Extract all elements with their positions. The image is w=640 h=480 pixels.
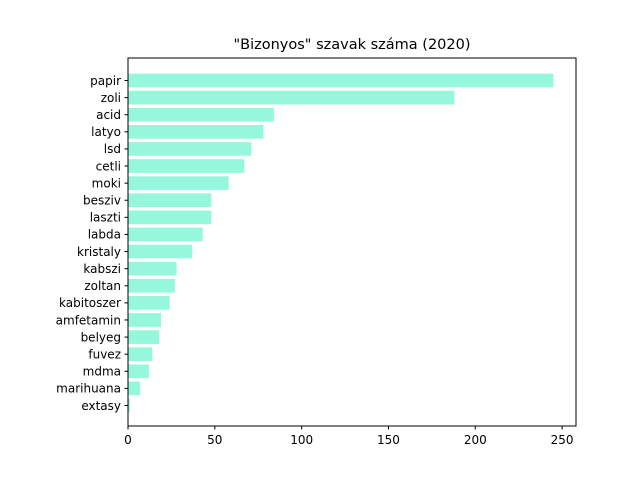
bar-kabitoszer	[128, 296, 170, 310]
bar-cetli	[128, 159, 245, 173]
y-tick-label: laszti	[90, 211, 121, 225]
bar-extasy	[128, 398, 130, 413]
bar-lsd	[128, 142, 252, 156]
y-tick-label: lsd	[104, 142, 121, 156]
y-tick-label: extasy	[81, 399, 121, 413]
bar-amfetamin	[128, 313, 161, 327]
bars-group	[128, 73, 554, 413]
y-tick-label: acid	[96, 108, 121, 122]
y-tick-label: labda	[88, 228, 121, 242]
y-tick-label: besziv	[83, 194, 121, 208]
y-tick-label: moki	[92, 176, 121, 190]
x-tick-label: 250	[551, 433, 574, 447]
x-tick-label: 50	[207, 433, 222, 447]
bar-laszti	[128, 210, 212, 225]
y-tick-label: belyeg	[81, 330, 121, 344]
y-tick-label: kristaly	[77, 245, 121, 259]
axes-frame	[127, 57, 577, 427]
bar-acid	[128, 107, 274, 122]
chart-title: "Bizonyos" szavak száma (2020)	[233, 37, 470, 53]
bar-labda	[128, 227, 203, 242]
y-tick-label: kabszi	[83, 262, 121, 276]
y-tick-label: zoli	[101, 91, 121, 105]
bar-zoltan	[128, 278, 175, 293]
bar-belyeg	[128, 330, 160, 344]
bar-fuvez	[128, 347, 153, 362]
x-tick-label: 0	[124, 433, 132, 447]
y-tick-label: kabitoszer	[59, 296, 121, 310]
bar-latyo	[128, 124, 264, 139]
y-tick-label: fuvez	[88, 347, 121, 361]
x-axis-ticks: 0 50 100 150 200 250	[124, 426, 574, 447]
bar-kabszi	[128, 261, 177, 276]
bar-marihuana	[128, 381, 141, 396]
y-tick-label: papir	[90, 74, 121, 88]
y-tick-label: cetli	[96, 159, 121, 173]
y-axis-ticks: papir zoli acid latyo lsd cetli moki besziv lasz…	[56, 74, 128, 413]
bar-zoli	[128, 90, 455, 105]
y-tick-label: zoltan	[84, 279, 121, 293]
x-tick-label: 200	[464, 433, 487, 447]
bar-kristaly	[128, 244, 193, 259]
bar-besziv	[128, 193, 212, 208]
y-tick-label: latyo	[91, 125, 121, 139]
x-tick-label: 100	[290, 433, 313, 447]
y-tick-label: amfetamin	[56, 313, 121, 327]
y-tick-label: mdma	[83, 365, 121, 379]
bar-papir	[128, 73, 554, 88]
x-tick-label: 150	[377, 433, 400, 447]
bar-moki	[128, 176, 229, 190]
bar-mdma	[128, 364, 149, 379]
y-tick-label: marihuana	[56, 382, 121, 396]
